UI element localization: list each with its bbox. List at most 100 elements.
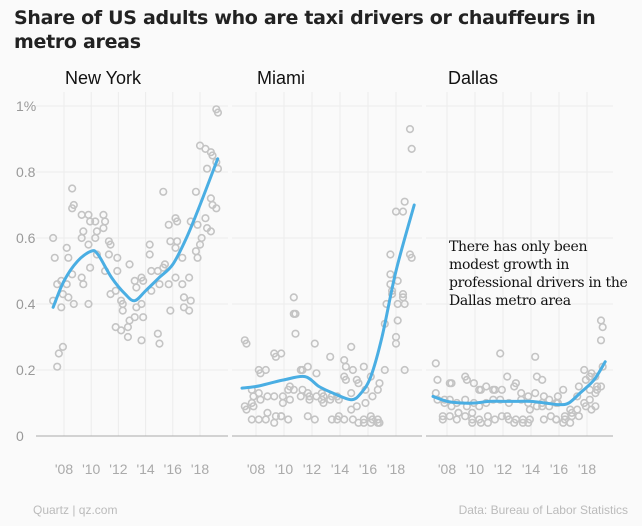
data-point	[178, 280, 187, 289]
x-tick-label: '08	[247, 461, 265, 477]
data-point	[261, 415, 270, 424]
dallas-annotation: There has only been modest growth in pro…	[449, 239, 628, 309]
data-point	[249, 402, 258, 411]
data-point	[147, 286, 156, 295]
data-point	[79, 227, 88, 236]
x-tick-label: '08	[55, 461, 73, 477]
data-point	[359, 362, 368, 371]
data-point	[405, 125, 415, 134]
data-point	[503, 412, 512, 421]
data-point	[125, 260, 134, 269]
data-point	[347, 342, 356, 352]
data-point	[256, 395, 265, 404]
data-point	[373, 385, 382, 394]
data-point	[185, 306, 194, 315]
data-point	[585, 395, 594, 404]
data-point	[447, 379, 456, 388]
data-point	[469, 379, 478, 388]
data-point	[193, 220, 202, 229]
data-point	[201, 214, 210, 223]
data-point	[117, 326, 126, 335]
data-point	[139, 313, 148, 322]
data-point	[359, 415, 368, 424]
data-point	[591, 402, 600, 411]
data-point	[145, 240, 154, 249]
data-point	[113, 253, 122, 262]
data-point	[84, 299, 93, 309]
data-point	[341, 362, 350, 371]
data-point	[58, 342, 68, 352]
data-point	[347, 389, 356, 398]
data-point	[159, 187, 168, 196]
data-point	[361, 398, 370, 408]
data-point	[137, 336, 146, 345]
data-point	[400, 299, 409, 309]
data-point	[310, 339, 319, 348]
y-tick-label: 0.4	[16, 296, 36, 312]
data-point	[375, 379, 384, 388]
data-point	[166, 306, 175, 315]
data-point	[178, 253, 187, 262]
x-tick-label: '18	[191, 461, 209, 477]
data-point	[77, 233, 86, 243]
data-point	[164, 280, 173, 289]
x-tick-label: '12	[109, 461, 127, 477]
data-point	[57, 303, 66, 312]
data-point	[517, 389, 526, 398]
data-point	[137, 299, 146, 309]
data-point	[454, 408, 463, 418]
data-point	[155, 339, 164, 348]
data-point	[91, 217, 100, 226]
data-point	[525, 415, 534, 424]
data-point	[340, 415, 349, 424]
trend-line	[431, 360, 607, 407]
data-point	[407, 144, 416, 153]
panel-new-york: '08 '10 '12 '14 '16 '18 New York	[36, 68, 228, 477]
data-point	[132, 283, 141, 292]
data-point	[574, 412, 583, 421]
data-point	[433, 375, 442, 385]
data-point	[291, 329, 300, 338]
panel-title: Dallas	[448, 68, 498, 88]
data-point	[573, 405, 582, 414]
data-point	[452, 415, 461, 424]
data-point	[312, 369, 321, 378]
data-point	[193, 253, 202, 262]
footer-credit: Quartz | qz.com	[33, 503, 118, 517]
data-point	[341, 375, 350, 385]
x-tick-label: '14	[136, 461, 154, 477]
data-point	[303, 362, 312, 371]
data-point	[50, 253, 59, 262]
data-point	[518, 418, 527, 427]
data-point	[303, 389, 312, 398]
data-point	[179, 293, 189, 302]
data-point	[278, 398, 287, 408]
x-tick-label: '10	[82, 461, 100, 477]
data-point	[99, 224, 108, 233]
y-tick-label: 0.2	[16, 362, 36, 378]
data-point	[400, 197, 409, 206]
x-tick-label: '16	[164, 461, 182, 477]
y-tick-label: 0.6	[16, 230, 36, 246]
data-point	[261, 365, 270, 375]
footer-source: Data: Bureau of Labor Statistics	[458, 503, 628, 517]
y-tick-label: 0.8	[16, 164, 36, 180]
data-point	[242, 405, 251, 414]
data-point	[431, 359, 440, 368]
data-point	[400, 365, 409, 375]
data-point	[113, 266, 122, 276]
data-point	[100, 217, 110, 226]
data-point	[598, 323, 607, 332]
data-point	[104, 250, 113, 259]
data-point	[212, 204, 221, 213]
data-point	[145, 250, 154, 259]
data-point	[79, 280, 88, 289]
data-point	[123, 323, 133, 332]
data-point	[504, 398, 513, 408]
data-point	[517, 395, 526, 404]
data-point	[380, 365, 389, 375]
data-point	[173, 217, 182, 226]
data-point	[270, 392, 279, 401]
data-point	[391, 339, 401, 348]
data-point	[77, 273, 86, 282]
